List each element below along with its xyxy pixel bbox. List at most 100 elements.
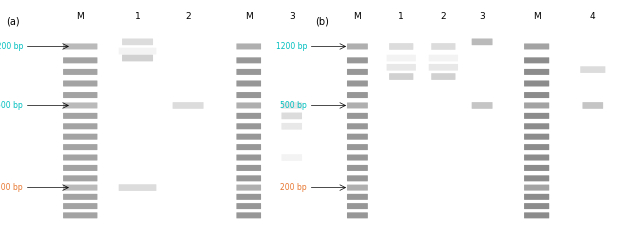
FancyBboxPatch shape (429, 55, 458, 61)
Text: 1: 1 (398, 12, 404, 21)
FancyBboxPatch shape (347, 43, 368, 49)
Text: 2: 2 (185, 12, 191, 21)
FancyBboxPatch shape (63, 185, 97, 191)
Text: 1200 bp: 1200 bp (276, 42, 307, 51)
FancyBboxPatch shape (524, 102, 549, 108)
FancyBboxPatch shape (63, 57, 97, 63)
FancyBboxPatch shape (347, 165, 368, 171)
FancyBboxPatch shape (63, 92, 97, 98)
FancyBboxPatch shape (63, 203, 97, 209)
FancyBboxPatch shape (347, 185, 368, 191)
FancyBboxPatch shape (524, 165, 549, 171)
FancyBboxPatch shape (524, 144, 549, 150)
FancyBboxPatch shape (63, 102, 97, 108)
FancyBboxPatch shape (236, 113, 261, 119)
FancyBboxPatch shape (472, 102, 492, 109)
FancyBboxPatch shape (236, 144, 261, 150)
Text: (a): (a) (6, 17, 20, 27)
FancyBboxPatch shape (236, 154, 261, 161)
FancyBboxPatch shape (524, 69, 549, 75)
FancyBboxPatch shape (281, 154, 302, 161)
FancyBboxPatch shape (63, 43, 97, 49)
FancyBboxPatch shape (63, 123, 97, 129)
FancyBboxPatch shape (524, 57, 549, 63)
Text: 500 bp: 500 bp (0, 101, 23, 110)
FancyBboxPatch shape (236, 203, 261, 209)
FancyBboxPatch shape (429, 64, 458, 71)
FancyBboxPatch shape (347, 194, 368, 200)
FancyBboxPatch shape (431, 73, 456, 80)
FancyBboxPatch shape (347, 203, 368, 209)
FancyBboxPatch shape (347, 113, 368, 119)
FancyBboxPatch shape (472, 39, 492, 45)
FancyBboxPatch shape (387, 64, 416, 71)
FancyBboxPatch shape (236, 92, 261, 98)
FancyBboxPatch shape (389, 73, 413, 80)
FancyBboxPatch shape (347, 144, 368, 150)
FancyBboxPatch shape (524, 203, 549, 209)
FancyBboxPatch shape (347, 212, 368, 218)
Text: 4: 4 (590, 12, 596, 21)
FancyBboxPatch shape (236, 175, 261, 181)
Text: 3: 3 (289, 12, 295, 21)
FancyBboxPatch shape (122, 39, 153, 45)
FancyBboxPatch shape (347, 69, 368, 75)
FancyBboxPatch shape (236, 80, 261, 87)
FancyBboxPatch shape (236, 185, 261, 191)
FancyBboxPatch shape (281, 123, 302, 130)
FancyBboxPatch shape (122, 55, 153, 61)
FancyBboxPatch shape (236, 165, 261, 171)
FancyBboxPatch shape (431, 43, 456, 50)
FancyBboxPatch shape (236, 123, 261, 129)
FancyBboxPatch shape (582, 102, 603, 109)
Text: 200 bp: 200 bp (280, 183, 307, 192)
Text: 200 bp: 200 bp (0, 183, 23, 192)
FancyBboxPatch shape (347, 134, 368, 140)
FancyBboxPatch shape (524, 123, 549, 129)
FancyBboxPatch shape (389, 43, 413, 50)
Text: M: M (354, 12, 361, 21)
FancyBboxPatch shape (63, 165, 97, 171)
FancyBboxPatch shape (524, 194, 549, 200)
FancyBboxPatch shape (524, 185, 549, 191)
FancyBboxPatch shape (347, 57, 368, 63)
FancyBboxPatch shape (236, 194, 261, 200)
FancyBboxPatch shape (63, 134, 97, 140)
FancyBboxPatch shape (524, 212, 549, 218)
FancyBboxPatch shape (387, 55, 416, 61)
FancyBboxPatch shape (524, 80, 549, 87)
FancyBboxPatch shape (63, 69, 97, 75)
FancyBboxPatch shape (63, 194, 97, 200)
FancyBboxPatch shape (524, 113, 549, 119)
FancyBboxPatch shape (524, 134, 549, 140)
FancyBboxPatch shape (236, 102, 261, 108)
FancyBboxPatch shape (236, 134, 261, 140)
FancyBboxPatch shape (347, 102, 368, 108)
FancyBboxPatch shape (524, 175, 549, 181)
FancyBboxPatch shape (347, 154, 368, 161)
FancyBboxPatch shape (63, 144, 97, 150)
Text: 1: 1 (135, 12, 140, 21)
FancyBboxPatch shape (236, 43, 261, 49)
Text: M: M (245, 12, 253, 21)
FancyBboxPatch shape (347, 92, 368, 98)
Text: 500 bp: 500 bp (280, 101, 307, 110)
FancyBboxPatch shape (236, 212, 261, 218)
Text: 3: 3 (479, 12, 485, 21)
FancyBboxPatch shape (347, 80, 368, 87)
Text: M: M (533, 12, 540, 21)
FancyBboxPatch shape (173, 102, 203, 109)
FancyBboxPatch shape (63, 154, 97, 161)
Text: 1200 bp: 1200 bp (0, 42, 23, 51)
FancyBboxPatch shape (524, 92, 549, 98)
FancyBboxPatch shape (524, 43, 549, 49)
FancyBboxPatch shape (63, 80, 97, 87)
FancyBboxPatch shape (524, 154, 549, 161)
FancyBboxPatch shape (63, 113, 97, 119)
FancyBboxPatch shape (63, 175, 97, 181)
Text: M: M (76, 12, 84, 21)
Text: (b): (b) (315, 17, 329, 27)
FancyBboxPatch shape (63, 212, 97, 218)
FancyBboxPatch shape (580, 66, 605, 73)
FancyBboxPatch shape (281, 102, 302, 109)
